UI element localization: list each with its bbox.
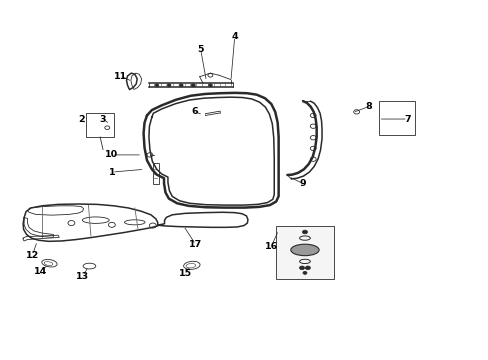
Text: 6: 6 [191,107,198,116]
Circle shape [305,266,310,270]
Bar [153,163,158,184]
Text: 7: 7 [404,114,410,123]
Text: 2: 2 [78,114,84,123]
Text: 15: 15 [178,269,191,278]
Circle shape [299,266,304,270]
Text: 10: 10 [105,150,118,159]
Circle shape [179,84,183,87]
Text: 16: 16 [264,242,277,251]
Text: 3: 3 [100,114,106,123]
Bar [378,101,414,135]
Text: 11: 11 [113,72,126,81]
Bar [86,113,114,137]
Text: 13: 13 [76,271,89,280]
Bar [276,226,333,279]
Text: 5: 5 [197,45,203,54]
Text: 4: 4 [231,32,238,41]
Circle shape [208,84,212,87]
Text: 8: 8 [365,102,371,111]
Text: 9: 9 [299,179,305,188]
Ellipse shape [290,244,319,256]
Text: 1: 1 [108,168,115,177]
Text: 12: 12 [26,251,39,260]
Text: 14: 14 [34,267,47,276]
Circle shape [191,84,195,87]
Circle shape [302,230,307,234]
Circle shape [155,84,158,87]
Circle shape [303,271,306,274]
Text: 17: 17 [189,240,202,249]
Circle shape [166,84,170,87]
